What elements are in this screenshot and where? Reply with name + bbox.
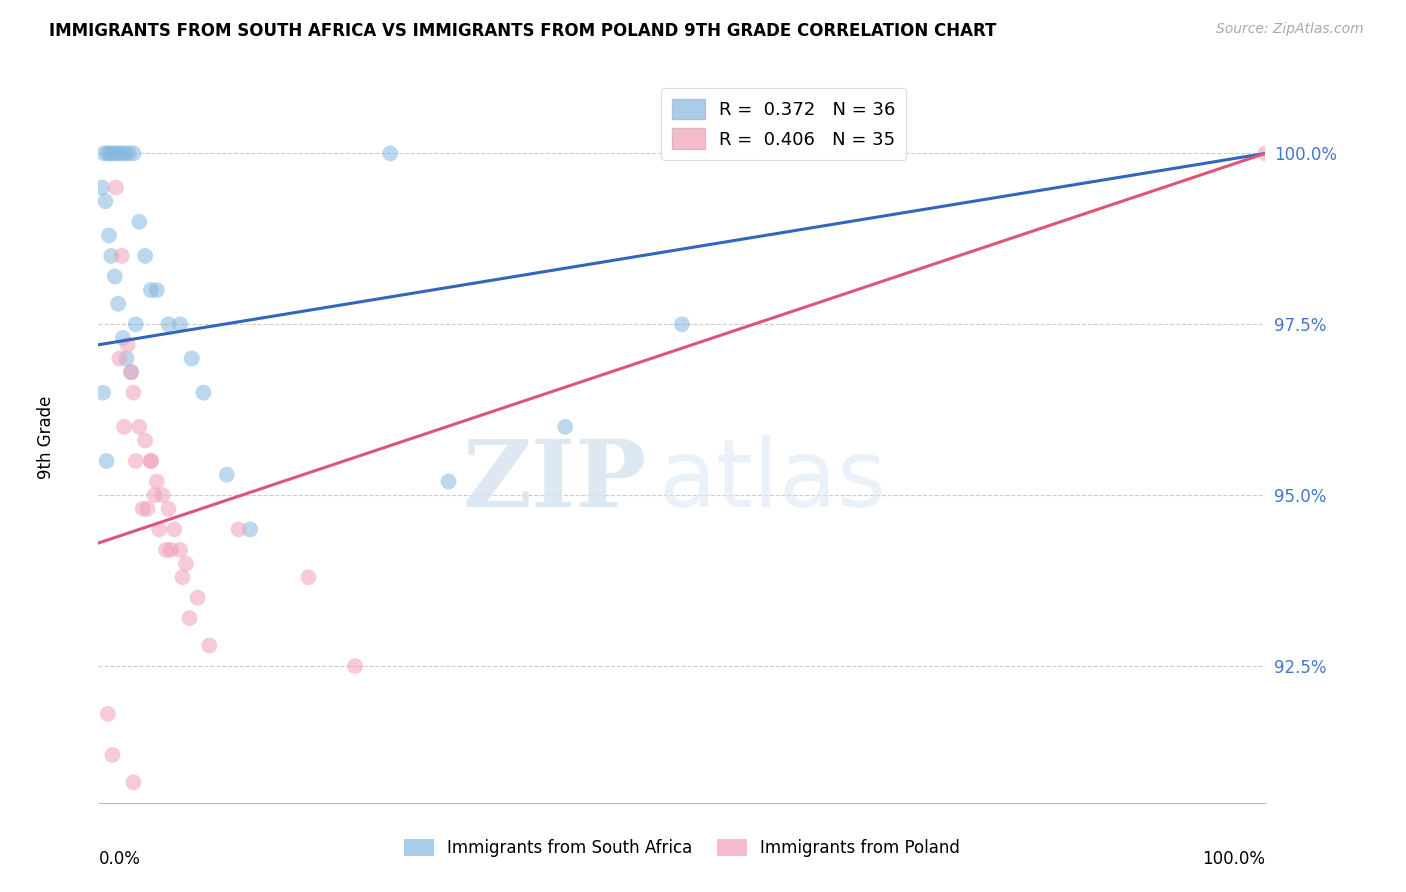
Point xyxy=(297,570,319,584)
Point xyxy=(239,522,262,536)
Point xyxy=(163,522,186,536)
Point xyxy=(132,501,155,516)
Text: 100.0%: 100.0% xyxy=(1202,850,1265,868)
Text: 0.0%: 0.0% xyxy=(98,850,141,868)
Point xyxy=(104,269,127,284)
Point xyxy=(139,454,162,468)
Point xyxy=(169,318,191,332)
Point xyxy=(157,318,180,332)
Legend: Immigrants from South Africa, Immigrants from Poland: Immigrants from South Africa, Immigrants… xyxy=(396,832,967,864)
Point xyxy=(155,542,177,557)
Point xyxy=(104,146,127,161)
Point xyxy=(554,420,576,434)
Point xyxy=(111,249,134,263)
Point xyxy=(100,249,122,263)
Text: ZIP: ZIP xyxy=(463,436,647,526)
Point xyxy=(146,475,169,489)
Point xyxy=(107,297,129,311)
Text: IMMIGRANTS FROM SOUTH AFRICA VS IMMIGRANTS FROM POLAND 9TH GRADE CORRELATION CHA: IMMIGRANTS FROM SOUTH AFRICA VS IMMIGRAN… xyxy=(49,22,997,40)
Point xyxy=(1254,146,1277,161)
Point xyxy=(134,249,156,263)
Point xyxy=(97,706,120,721)
Point xyxy=(671,318,693,332)
Point xyxy=(115,351,138,366)
Point xyxy=(139,283,162,297)
Point xyxy=(146,283,169,297)
Point xyxy=(125,454,148,468)
Point xyxy=(112,420,135,434)
Point xyxy=(117,338,139,352)
Text: atlas: atlas xyxy=(658,435,887,527)
Point xyxy=(128,420,150,434)
Point xyxy=(111,146,134,161)
Point xyxy=(108,146,131,161)
Text: 9th Grade: 9th Grade xyxy=(37,395,55,479)
Point xyxy=(215,467,238,482)
Point xyxy=(143,488,166,502)
Point xyxy=(228,522,250,536)
Point xyxy=(120,365,142,379)
Point xyxy=(91,385,114,400)
Point xyxy=(134,434,156,448)
Point xyxy=(157,501,180,516)
Point xyxy=(108,351,131,366)
Point xyxy=(98,146,121,161)
Point xyxy=(122,385,145,400)
Point xyxy=(193,385,215,400)
Point xyxy=(93,146,115,161)
Point xyxy=(344,659,367,673)
Point xyxy=(90,180,112,194)
Point xyxy=(96,454,118,468)
Point xyxy=(97,146,120,161)
Point xyxy=(136,501,159,516)
Point xyxy=(94,194,117,209)
Point xyxy=(172,570,194,584)
Point xyxy=(169,542,191,557)
Point xyxy=(437,475,460,489)
Point xyxy=(114,146,136,161)
Point xyxy=(148,522,170,536)
Point xyxy=(104,180,127,194)
Point xyxy=(139,454,162,468)
Point xyxy=(97,228,120,243)
Point xyxy=(125,318,148,332)
Point xyxy=(128,215,150,229)
Point xyxy=(187,591,209,605)
Point xyxy=(179,611,201,625)
Point xyxy=(111,331,134,345)
Point xyxy=(101,146,124,161)
Point xyxy=(122,146,145,161)
Point xyxy=(152,488,174,502)
Point xyxy=(198,639,221,653)
Point xyxy=(101,747,124,762)
Text: Source: ZipAtlas.com: Source: ZipAtlas.com xyxy=(1216,22,1364,37)
Point xyxy=(159,542,181,557)
Point xyxy=(380,146,402,161)
Point xyxy=(122,775,145,789)
Point xyxy=(174,557,197,571)
Point xyxy=(120,365,142,379)
Point xyxy=(180,351,202,366)
Point xyxy=(118,146,141,161)
